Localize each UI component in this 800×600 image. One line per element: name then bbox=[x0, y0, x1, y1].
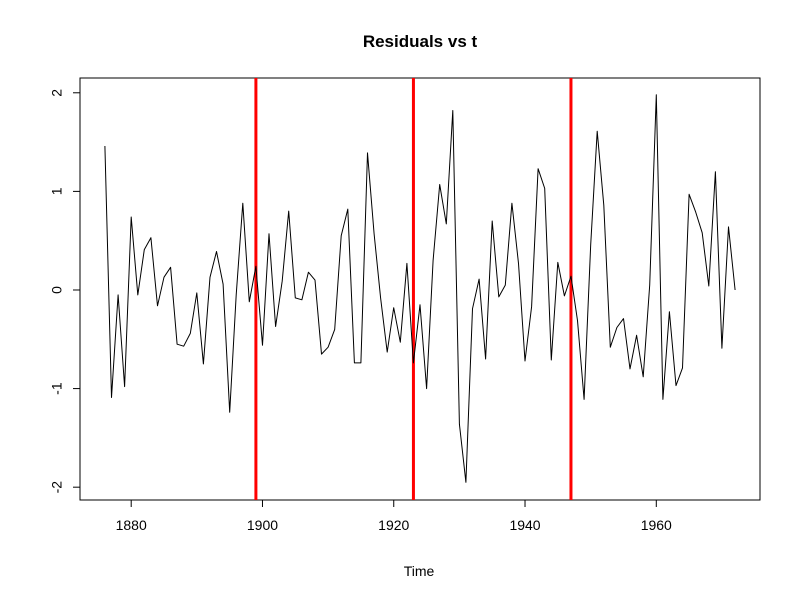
x-tick-label: 1960 bbox=[641, 517, 672, 533]
y-tick-label: -1 bbox=[49, 382, 65, 395]
plot-frame bbox=[79, 77, 761, 501]
residual-series-line bbox=[104, 94, 736, 483]
x-axis: 1880 1900 1920 1940 1960 bbox=[116, 499, 672, 533]
x-tick-label: 1880 bbox=[116, 517, 147, 533]
x-tick-label: 1920 bbox=[378, 517, 409, 533]
y-axis: -2 -1 0 1 2 bbox=[49, 89, 81, 494]
y-tick-label: 1 bbox=[49, 187, 65, 195]
x-tick-label: 1900 bbox=[247, 517, 278, 533]
series-group bbox=[104, 94, 736, 483]
y-tick-label: 0 bbox=[49, 286, 65, 294]
y-tick-label: 2 bbox=[49, 89, 65, 97]
y-tick-label: -2 bbox=[49, 481, 65, 494]
x-axis-label: Time bbox=[404, 563, 435, 579]
x-tick-label: 1940 bbox=[509, 517, 540, 533]
changepoint-lines bbox=[254, 78, 573, 500]
chart-title: Residuals vs t bbox=[363, 32, 478, 51]
